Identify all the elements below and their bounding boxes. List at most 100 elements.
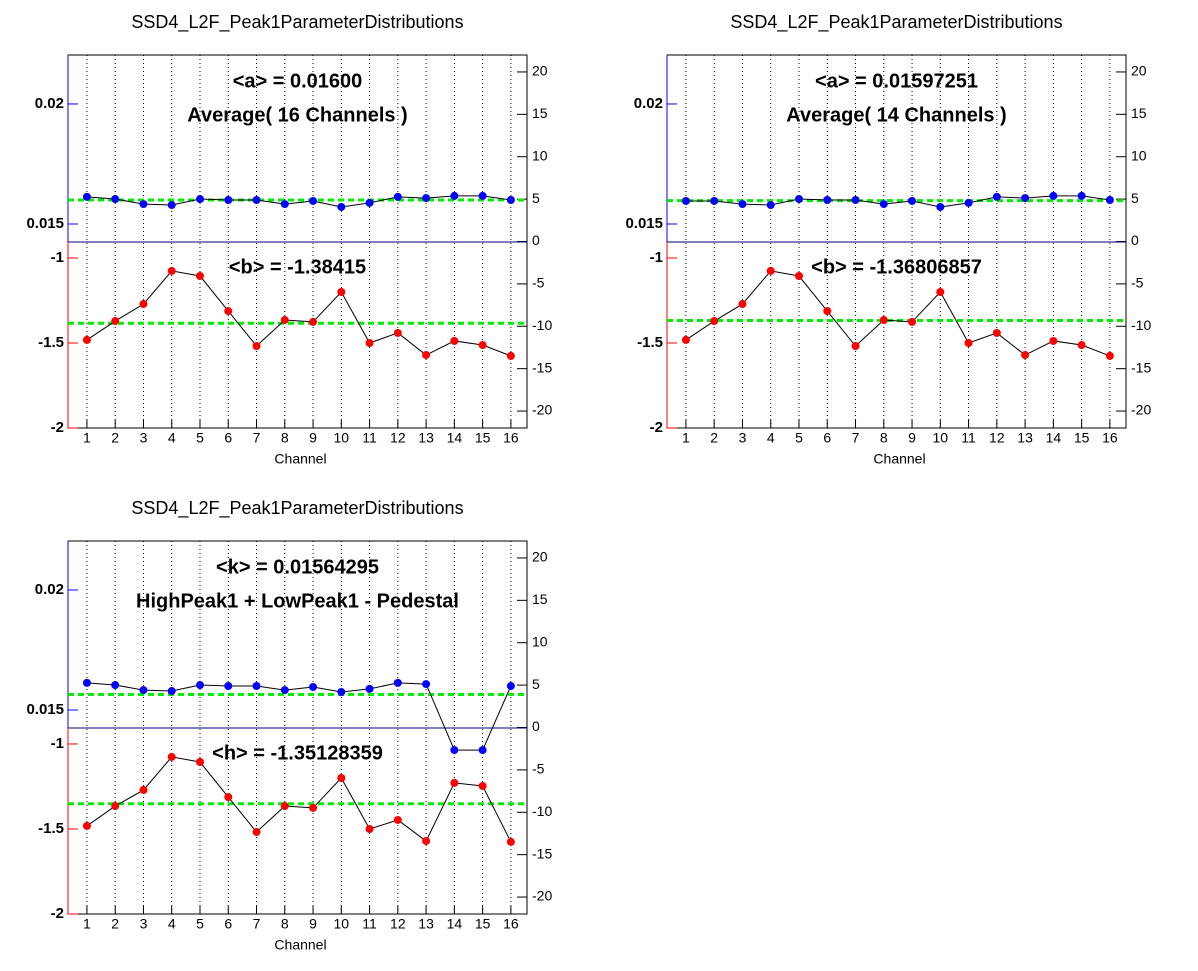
y2-tick-label: -5 xyxy=(532,275,545,291)
y-tick-label: 0.02 xyxy=(35,95,64,112)
point xyxy=(879,316,888,325)
point xyxy=(766,266,775,275)
point xyxy=(224,681,233,690)
y2-tick-label: -20 xyxy=(532,888,552,904)
point xyxy=(478,341,487,350)
x-tick-label: 6 xyxy=(224,430,232,446)
point xyxy=(450,191,459,200)
point xyxy=(82,335,91,344)
note: Average( 14 Channels ) xyxy=(786,104,1006,126)
point xyxy=(309,682,318,691)
series-line xyxy=(86,195,511,208)
point xyxy=(365,338,374,347)
y2-tick-label: 15 xyxy=(532,591,548,607)
y2-tick-label: 10 xyxy=(532,147,548,163)
y2-tick-label: 15 xyxy=(532,105,548,121)
point xyxy=(111,317,120,326)
y2-tick-label: -10 xyxy=(532,803,552,819)
point xyxy=(195,272,204,281)
point xyxy=(224,307,233,316)
y2-tick-label: 10 xyxy=(1131,147,1147,163)
x-tick-label: 16 xyxy=(1102,430,1118,446)
point xyxy=(1077,191,1086,200)
x-tick-label: 14 xyxy=(447,430,463,446)
y2-tick-label: 0 xyxy=(532,232,540,248)
x-tick-label: 7 xyxy=(253,916,261,932)
x-axis-label: Channel xyxy=(274,451,326,467)
point xyxy=(992,328,1001,337)
point xyxy=(337,687,346,696)
y-tick-label: -1 xyxy=(51,249,64,266)
point xyxy=(365,684,374,693)
point xyxy=(139,686,148,695)
series-line xyxy=(685,270,1111,357)
point xyxy=(681,196,690,205)
x-tick-label: 13 xyxy=(1017,430,1033,446)
point xyxy=(936,202,945,211)
x-tick-label: 4 xyxy=(168,916,176,932)
point xyxy=(964,338,973,347)
point xyxy=(139,786,148,795)
y2-tick-label: -5 xyxy=(1131,275,1144,291)
point xyxy=(365,824,374,833)
point xyxy=(393,815,402,824)
x-tick-label: 8 xyxy=(880,430,888,446)
y2-tick-label: -15 xyxy=(1131,359,1151,375)
mean-label: <b> = -1.38415 xyxy=(229,256,366,278)
x-tick-label: 12 xyxy=(390,916,406,932)
point xyxy=(139,300,148,309)
y-tick-label: 0.015 xyxy=(625,215,663,232)
x-tick-label: 16 xyxy=(503,430,519,446)
y2-tick-label: -15 xyxy=(532,845,552,861)
point xyxy=(506,351,515,360)
point xyxy=(422,680,431,689)
x-tick-label: 9 xyxy=(309,916,317,932)
point xyxy=(422,194,431,203)
x-tick-label: 12 xyxy=(390,430,406,446)
point xyxy=(167,752,176,761)
point xyxy=(422,837,431,846)
y-tick-label: 0.015 xyxy=(26,215,64,232)
y-tick-label: -1 xyxy=(51,735,64,752)
mean-label: <b> = -1.36806857 xyxy=(811,256,982,278)
series-line xyxy=(86,270,512,357)
point xyxy=(393,678,402,687)
y2-tick-label: -10 xyxy=(532,317,552,333)
point xyxy=(252,195,261,204)
point xyxy=(506,681,515,690)
y-tick-label: -2 xyxy=(51,905,64,922)
y-tick-label: -1 xyxy=(650,249,663,266)
x-tick-label: 11 xyxy=(362,430,377,446)
point xyxy=(309,317,318,326)
x-tick-label: 16 xyxy=(503,916,519,932)
x-tick-label: 8 xyxy=(281,430,289,446)
note: HighPeak1 + LowPeak1 - Pedestal xyxy=(136,590,459,612)
point xyxy=(681,335,690,344)
point xyxy=(195,681,204,690)
note: Average( 16 Channels ) xyxy=(187,104,407,126)
point xyxy=(280,686,289,695)
point xyxy=(506,195,515,204)
x-tick-label: 14 xyxy=(1046,430,1062,446)
y2-tick-label: 5 xyxy=(532,190,540,206)
point xyxy=(280,802,289,811)
y-tick-label: -1.5 xyxy=(38,820,64,837)
y2-tick-label: 10 xyxy=(532,633,548,649)
y2-tick-label: 0 xyxy=(532,718,540,734)
point xyxy=(738,200,747,209)
point xyxy=(1049,191,1058,200)
point xyxy=(794,195,803,204)
x-tick-label: 15 xyxy=(1074,430,1090,446)
x-tick-label: 5 xyxy=(196,430,204,446)
point xyxy=(738,300,747,309)
x-tick-label: 15 xyxy=(475,916,491,932)
point xyxy=(393,328,402,337)
point xyxy=(1105,351,1114,360)
x-tick-label: 9 xyxy=(309,430,317,446)
point xyxy=(252,342,261,351)
point xyxy=(111,195,120,204)
point xyxy=(280,316,289,325)
point xyxy=(908,196,917,205)
series-line xyxy=(86,682,512,751)
